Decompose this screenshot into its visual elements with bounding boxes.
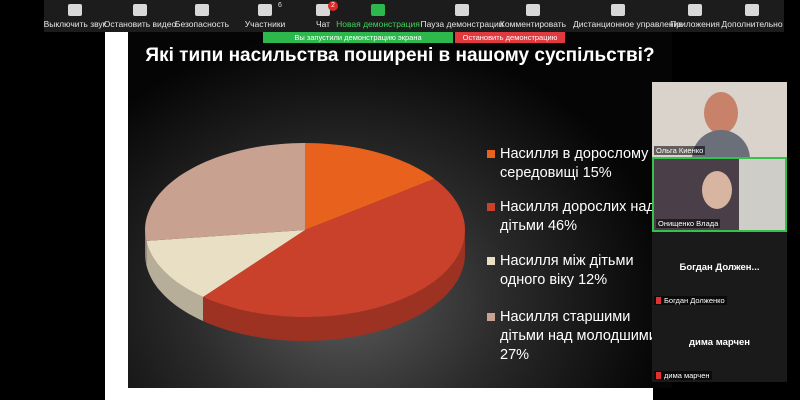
avatar (702, 171, 732, 209)
legend-item: Насилля в дорослому середовищі 15% (487, 145, 660, 183)
toolbar-button[interactable]: Комментировать (488, 0, 578, 32)
legend-label: Насилля між дітьми одного віку (500, 253, 634, 288)
participants-panel: Ольга Киенко Онищенко Влада Богдан Долже… (652, 82, 787, 382)
toolbar-label: Комментировать (499, 19, 567, 29)
video-tile: Ольга Киенко (652, 82, 787, 157)
toolbar-icon (68, 4, 82, 16)
toolbar-button[interactable]: Дистанционное управление (573, 0, 684, 32)
participant-name: дима марчен (654, 371, 712, 380)
toolbar-icon (745, 4, 759, 16)
stop-share-button[interactable]: Остановить демонстрацию (455, 32, 565, 43)
background (739, 159, 785, 230)
legend-swatch (487, 150, 495, 158)
participants-count: 6 (278, 2, 282, 9)
pie-slice (203, 178, 465, 317)
toolbar-button[interactable]: Пауза демонстрации (417, 0, 507, 32)
participant-name: Онищенко Влада (656, 219, 721, 228)
toolbar-label: Приложения (670, 19, 720, 29)
pie-slice (305, 143, 435, 230)
toolbar-icon (133, 4, 147, 16)
pie-slice-side (203, 230, 465, 341)
toolbar-label: Дистанционное управление (573, 19, 684, 29)
toolbar-label: Выключить звук (43, 19, 107, 29)
participant-name-text: Богдан Долженко (664, 296, 725, 305)
toolbar-button[interactable]: Безопасность (157, 0, 247, 32)
toolbar-label: Участники (244, 19, 286, 29)
toolbar-icon (258, 4, 272, 16)
participant-name-text: дима марчен (664, 371, 710, 380)
toolbar-button[interactable]: Дополнительно (707, 0, 797, 32)
participant-name: Богдан Долженко (654, 296, 727, 305)
toolbar-button[interactable]: Чат 2 (278, 0, 368, 32)
legend-value: 46% (547, 218, 578, 234)
slide-title: Які типи насильства поширені в нашому су… (145, 45, 655, 66)
legend-value: 12% (578, 272, 608, 288)
toolbar-label: Дополнительно (721, 19, 783, 29)
share-status: Вы запустили демонстрацию экрана (263, 32, 453, 43)
pie-slice (146, 230, 305, 297)
toolbar-icon (455, 4, 469, 16)
legend-item: Насилля старшими дітьми над молодшими 27… (487, 308, 660, 365)
legend-item: Насилля між дітьми одного віку 12% (487, 252, 660, 290)
meeting-toolbar: Выключить звук Остановить видео Безопаснос… (44, 0, 784, 32)
video-tile: дима марчен дима марчен (652, 307, 787, 382)
pie-slice-side (146, 240, 203, 321)
toolbar-label: Новая демонстрация (336, 19, 420, 29)
toolbar-button[interactable]: Участники 6 (220, 0, 310, 32)
toolbar-label: Безопасность (174, 19, 230, 29)
legend-label: Насилля старшими дітьми над молодшими (500, 309, 657, 344)
toolbar-icon (371, 4, 385, 16)
pie-slice-side (145, 230, 147, 265)
participant-tile-name: Богдан Должен... (679, 262, 760, 273)
toolbar-icon (195, 4, 209, 16)
toolbar-button[interactable]: Выключить звук (30, 0, 120, 32)
toolbar-label: Остановить видео (103, 19, 177, 29)
legend-label: Насилля в дорослому середовищі (500, 146, 649, 181)
video-tile: Богдан Должен... Богдан Долженко (652, 232, 787, 307)
legend-swatch (487, 203, 495, 211)
participant-tile-name: дима марчен (689, 337, 750, 348)
legend-value: 27% (500, 347, 530, 363)
toolbar-label: Пауза демонстрации (420, 19, 504, 29)
toolbar-icon (611, 4, 625, 16)
avatar (704, 92, 738, 134)
toolbar-label: Чат (315, 19, 331, 29)
chat-badge: 2 (328, 1, 338, 11)
legend-value: 15% (582, 165, 612, 181)
video-tile: Онищенко Влада (652, 157, 787, 232)
participant-name: Ольга Киенко (654, 146, 706, 155)
legend-item: Насилля дорослих над дітьми 46% (487, 198, 660, 236)
toolbar-button[interactable]: Новая демонстрация (333, 0, 423, 32)
toolbar-button[interactable]: Приложения (650, 0, 740, 32)
toolbar-icon (526, 4, 540, 16)
legend-label: Насилля дорослих над дітьми (500, 199, 655, 234)
legend-swatch (487, 313, 495, 321)
legend-swatch (487, 257, 495, 265)
toolbar-icon (688, 4, 702, 16)
toolbar-icon (316, 4, 330, 16)
pie-slice (145, 143, 305, 241)
toolbar-button[interactable]: Остановить видео (95, 0, 185, 32)
